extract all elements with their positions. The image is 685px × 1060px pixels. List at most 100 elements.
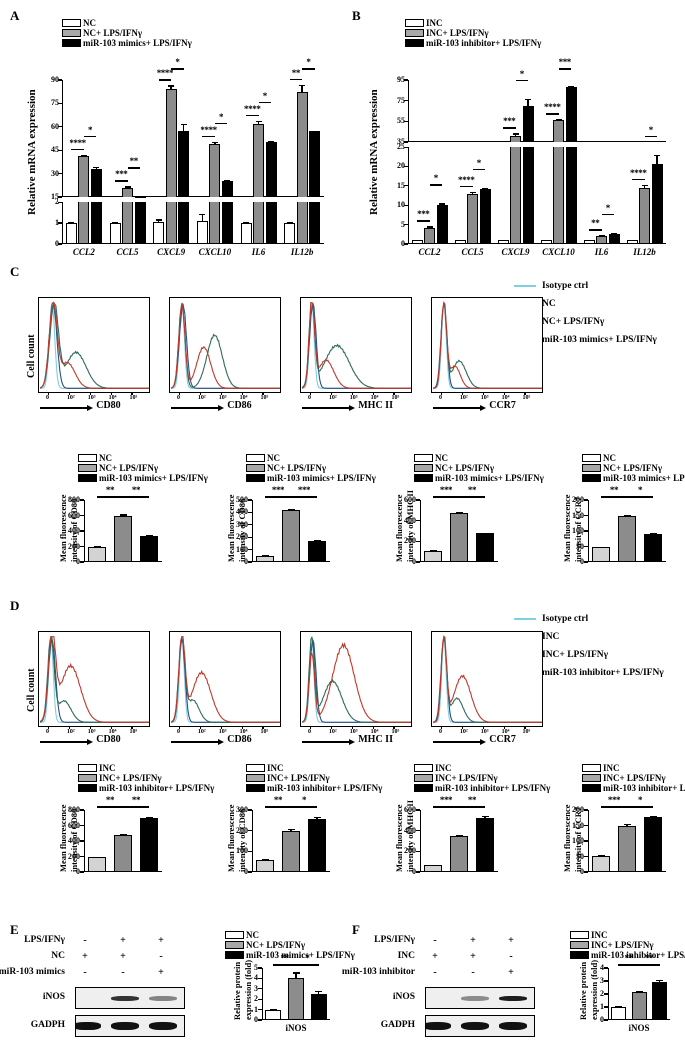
flow-x-tick: 10⁵ [260,729,269,735]
legend-swatch-grey [78,774,97,782]
blot-row-label: miR-103 inhibitor [341,967,415,977]
significance-mark: * [637,795,643,805]
significance-mark: *** [417,209,430,220]
legend-label: miR-103 inhibitor+ LPS/IFNγ [435,783,551,793]
legend-label: INC+ LPS/IFNγ [591,940,654,950]
bar [296,92,308,197]
x-axis-label: CXCL9 [501,247,530,257]
significance-line [302,68,315,70]
flow-x-tick: 0 [177,395,180,401]
legend-label: NC [435,453,448,463]
flow-x-tick: 10⁵ [391,729,400,735]
error-cap [455,512,463,514]
legend-label: NC+ LPS/IFNγ [603,463,663,473]
flow-legend-item: Isotype ctrl [514,277,657,295]
error-cap [623,514,631,516]
y-tick-label: 200 [68,541,80,551]
blot-band [111,1022,139,1030]
flow-histogram-curves [171,302,280,389]
x-axis-label: IL6 [594,247,609,257]
flow-tick-mark [482,726,484,729]
y-tick-mark [58,222,62,224]
flow-legend-label: INC+ LPS/IFNγ [542,650,609,660]
flow-axis-arrowhead [218,738,225,745]
significance-line [632,178,645,181]
flow-tick-mark [131,726,133,729]
flow-histogram-curves [433,634,542,723]
bar [78,156,90,197]
blot-row-label: LPS/IFNγ [374,935,415,945]
y-tick-label: 500 [236,495,248,504]
y-tick-mark [58,196,62,198]
bar [309,131,321,197]
error-cap [512,133,519,135]
significance-line [123,806,149,808]
bar [596,236,607,244]
significance-mark: * [305,953,310,963]
flow-plot-CCR7 [431,631,543,727]
flow-x-tick: 10³ [218,729,227,735]
chart-ylabel-line1: Relative protein [232,961,242,1020]
legend-swatch-white [414,764,433,772]
legend-label: miR-103 inhibitor+ LPS/IFNγ [591,950,685,960]
legend-swatch-black [414,784,433,792]
significance-line [601,496,627,498]
bar [196,220,208,244]
significance-line [460,185,473,188]
significance-mark: **** [630,167,647,178]
y-tick-label: 600 [68,820,80,830]
significance-mark: * [219,111,224,122]
y-tick-mark [80,824,84,827]
significance-line [158,79,172,81]
flow-tick-mark [110,726,112,729]
significance-mark: ** [291,67,301,78]
legend-swatch-white [582,764,601,772]
error-cap [614,1006,622,1008]
x-axis-label: CXCL9 [157,247,186,257]
legend-label: INC [591,930,608,940]
y-tick-label: 2 [55,197,59,206]
legend-label: INC [435,763,452,773]
flow-x-tick: 10² [197,395,206,401]
flow-x-tick: 10⁴ [108,729,117,735]
legend-swatch-black [62,39,81,47]
error-bar [201,213,204,221]
flow-histogram-curves [40,301,149,389]
y-tick-label: 100 [236,544,248,554]
significance-mark: ** [273,795,283,805]
legend-item: INC [246,763,382,773]
error-cap [654,154,660,157]
significance-mark: **** [544,102,561,113]
significance-line [515,79,528,82]
blot-band [499,1022,527,1030]
legend-item: INC+ LPS/IFNγ [570,940,685,950]
legend-item: miR-103 inhibitor+ LPS/IFNγ [78,783,214,793]
significance-mark: * [301,795,307,805]
flow-axis-arrow [302,741,350,743]
blot-row-label: INC [397,951,415,961]
legend-swatch-black [414,474,433,482]
error-bar [257,120,260,124]
bar [114,834,132,872]
flow-x-tick: 10² [66,395,75,401]
legend-swatch-white [62,19,81,27]
blot-sign: + [470,935,476,946]
panel-letter-D: D [10,598,20,613]
bar [240,223,252,244]
blot-sign: - [159,951,163,962]
y-tick-mark [58,172,62,175]
flow-curve [171,636,280,723]
flow-x-tick: 0 [439,395,442,401]
flow-axis-arrow [40,741,88,743]
y-tick-mark [80,545,84,548]
legend-swatch-grey [582,464,601,472]
error-bar [295,972,297,978]
bar [221,181,233,197]
error-cap [313,817,321,819]
y-tick-mark [604,967,608,969]
error-cap [80,154,87,157]
y-tick-mark [58,149,62,151]
error-cap [145,817,153,819]
significance-line [246,114,259,117]
